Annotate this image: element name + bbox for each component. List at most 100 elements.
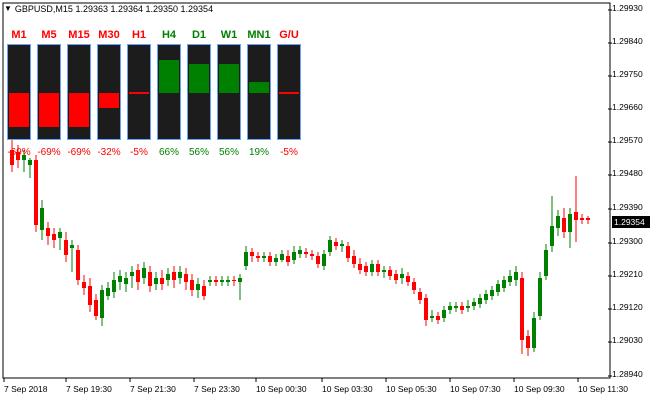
- tf-pct-gu: -5%: [280, 147, 298, 158]
- y-tick-label: 1.29030: [612, 335, 643, 345]
- bearish-candle: [214, 280, 218, 282]
- bearish-candle: [334, 242, 338, 246]
- bullish-candle: [70, 245, 74, 248]
- bearish-candle: [316, 256, 320, 264]
- x-tick-label: 10 Sep 03:30: [322, 384, 373, 394]
- bearish-candle: [346, 246, 350, 258]
- bearish-candle: [94, 300, 98, 316]
- bearish-candle: [376, 264, 380, 272]
- y-tick-label: 1.29120: [612, 302, 643, 312]
- bearish-candle: [358, 264, 362, 270]
- bearish-candle: [136, 270, 140, 282]
- bearish-candle: [250, 252, 254, 256]
- bullish-candle: [130, 272, 134, 276]
- symbol-quote: GBPUSD,M15 1.29363 1.29364 1.29350 1.293…: [14, 4, 214, 14]
- y-tick-label: 1.29300: [612, 236, 643, 246]
- chart-frame: [2, 2, 611, 379]
- tf-pct-w1: 56%: [218, 147, 239, 158]
- bullish-candle: [484, 294, 488, 300]
- dropdown-triangle-icon[interactable]: ▼: [4, 4, 12, 13]
- bullish-candle: [550, 226, 554, 246]
- bearish-candle: [232, 280, 236, 281]
- tf-label-mn1: MN1: [247, 29, 271, 41]
- bullish-candle: [112, 280, 116, 292]
- tf-pct-h4: 66%: [158, 147, 179, 158]
- tf-label-gu: G/U: [279, 29, 299, 41]
- tf-pct-m1: -69%: [7, 147, 31, 158]
- candlestick-series: [10, 140, 590, 356]
- bearish-candle: [562, 218, 566, 232]
- bullish-candle: [292, 252, 296, 260]
- bearish-candle: [172, 272, 176, 280]
- x-tick-label: 7 Sep 21:30: [130, 384, 176, 394]
- bullish-candle: [238, 278, 242, 282]
- tf-label-h1: H1: [131, 29, 147, 41]
- bullish-candle: [328, 240, 332, 252]
- y-tick-label: 1.29390: [612, 202, 643, 212]
- y-tick-label: 1.29750: [612, 69, 643, 79]
- y-tick-label: 1.29930: [612, 3, 643, 13]
- bullish-candle: [430, 316, 434, 318]
- bearish-candle: [190, 280, 194, 290]
- bearish-candle: [436, 316, 440, 320]
- bearish-candle: [256, 256, 260, 258]
- bullish-candle: [502, 280, 506, 288]
- x-tick-label: 7 Sep 2018: [4, 384, 48, 394]
- tf-bar-m5: [37, 44, 61, 140]
- bullish-candle: [556, 216, 560, 228]
- bearish-candle: [526, 336, 530, 348]
- bullish-candle: [244, 252, 248, 266]
- bullish-candle: [28, 160, 32, 165]
- tf-bar-m15: [67, 44, 91, 140]
- tf-label-m15: M15: [68, 29, 90, 41]
- bearish-candle: [460, 306, 464, 310]
- tf-pct-m15: -69%: [67, 147, 91, 158]
- bearish-candle: [184, 274, 188, 282]
- bearish-candle: [10, 150, 14, 165]
- bearish-candle: [424, 298, 428, 320]
- tf-pct-m5: -69%: [37, 147, 61, 158]
- y-tick-label: 1.28940: [612, 369, 643, 379]
- bearish-candle: [406, 276, 410, 282]
- bullish-candle: [538, 278, 542, 316]
- chart-title: ▼ GBPUSD,M15 1.29363 1.29364 1.29350 1.2…: [4, 4, 213, 14]
- bearish-candle: [160, 278, 164, 284]
- bearish-candle: [388, 270, 392, 276]
- bearish-candle: [394, 274, 398, 280]
- bearish-candle: [412, 282, 416, 290]
- bearish-candle: [46, 228, 50, 236]
- bullish-candle: [196, 284, 200, 290]
- x-tick-label: 10 Sep 11:30: [578, 384, 628, 394]
- bearish-candle: [574, 212, 578, 220]
- bearish-candle: [52, 234, 56, 240]
- bullish-candle: [382, 270, 386, 272]
- x-axis-ticks: [3, 378, 579, 382]
- bullish-candle: [106, 288, 110, 296]
- bullish-candle: [298, 250, 302, 254]
- bullish-candle: [274, 258, 278, 262]
- tf-label-h4: H4: [161, 29, 177, 41]
- bearish-candle: [580, 218, 584, 220]
- bullish-candle: [154, 278, 158, 284]
- bearish-candle: [304, 252, 308, 254]
- bearish-candle: [586, 218, 590, 220]
- bearish-candle: [364, 266, 368, 272]
- tf-label-w1: W1: [220, 29, 238, 41]
- x-tick-label: 10 Sep 07:30: [450, 384, 501, 394]
- y-tick-label: 1.29480: [612, 168, 643, 178]
- bullish-candle: [496, 284, 500, 292]
- bearish-candle: [352, 256, 356, 264]
- bullish-candle: [400, 274, 404, 278]
- bullish-candle: [166, 274, 170, 280]
- bullish-candle: [490, 290, 494, 296]
- bullish-candle: [178, 272, 182, 278]
- bearish-candle: [268, 256, 272, 262]
- x-tick-label: 10 Sep 05:30: [386, 384, 437, 394]
- bearish-candle: [16, 152, 20, 160]
- x-tick-label: 7 Sep 23:30: [194, 384, 240, 394]
- bearish-candle: [520, 278, 524, 340]
- bullish-candle: [262, 256, 266, 258]
- tf-bar-d1: [187, 44, 211, 140]
- tf-label-m30: M30: [98, 29, 120, 41]
- bullish-candle: [442, 310, 446, 318]
